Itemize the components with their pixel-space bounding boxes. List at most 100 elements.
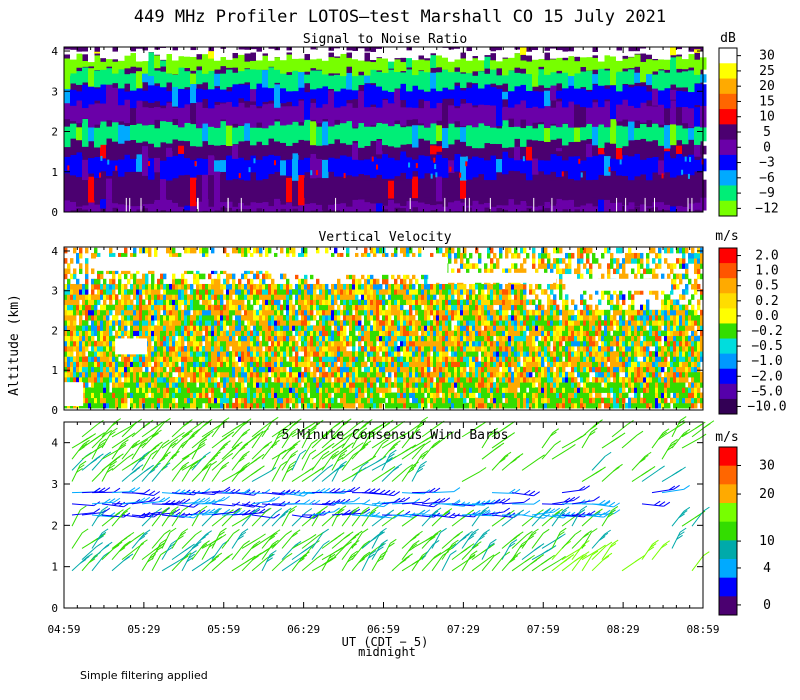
vv-cell: [160, 299, 164, 306]
vv-cell: [448, 356, 452, 362]
vv-cell: [232, 366, 236, 373]
vv-cell: [280, 289, 284, 295]
vv-cell: [85, 335, 89, 342]
vv-cell: [457, 387, 461, 393]
snr-cell: [118, 88, 125, 106]
snr-cell: [472, 75, 479, 84]
vv-cell: [403, 371, 407, 378]
vv-cell: [403, 392, 407, 399]
snr-cell: [340, 148, 347, 156]
vv-cell: [433, 283, 437, 290]
snr-cell: [688, 82, 695, 109]
vv-cell: [310, 299, 314, 306]
vv-cell: [172, 382, 176, 388]
vv-cell: [391, 299, 395, 306]
vv-cell: [325, 377, 329, 383]
vv-cell: [400, 397, 404, 404]
vv-cell: [271, 309, 275, 316]
snr-cell: [166, 91, 173, 102]
vv-cell: [64, 294, 68, 300]
vv-cell: [196, 320, 200, 326]
vv-cell: [463, 325, 467, 331]
vv-cell: [112, 382, 116, 388]
vv-cell: [478, 371, 482, 378]
vv-cell: [334, 361, 338, 368]
snr-cell: [340, 179, 347, 201]
vv-cell: [190, 402, 194, 409]
snr-cell: [232, 127, 239, 145]
vv-cell: [64, 351, 68, 357]
snr-cell: [688, 177, 695, 204]
vv-cell: [355, 335, 359, 342]
vv-cell: [277, 320, 281, 326]
vv-cell: [67, 325, 71, 331]
snr-cell: [106, 178, 113, 200]
vv-cell: [436, 309, 440, 316]
vv-cell: [130, 289, 134, 295]
vv-cell: [205, 382, 209, 388]
vv-cell: [124, 377, 128, 383]
vv-cell: [442, 304, 446, 311]
vv-cell: [295, 382, 299, 388]
vv-cell: [472, 335, 476, 342]
vv-cell: [382, 382, 386, 388]
vv-cell: [133, 387, 137, 393]
vv-cell: [211, 392, 215, 399]
vv-cell: [253, 273, 257, 280]
snr-cell: [682, 106, 689, 124]
vv-cell: [472, 325, 476, 331]
vv-cell: [496, 335, 500, 342]
vv-cell: [193, 366, 197, 373]
vv-cell: [295, 320, 299, 326]
vv-cell: [157, 382, 161, 388]
snr-cell: [64, 49, 71, 55]
vv-cell: [454, 356, 458, 362]
vv-cell: [127, 304, 131, 311]
vv-cell: [295, 314, 299, 321]
snr-cell: [550, 180, 557, 204]
vv-cell: [136, 268, 140, 275]
vv-cell: [346, 294, 350, 300]
vv-cell: [358, 377, 362, 383]
vv-cell: [196, 304, 200, 311]
vv-cell: [238, 402, 242, 409]
vv-cell: [256, 320, 260, 326]
vv-cell: [328, 299, 332, 306]
vv-cell: [475, 325, 479, 331]
vv-cell: [178, 283, 182, 290]
vv-cell: [142, 309, 146, 316]
vv-cell: [205, 309, 209, 316]
vv-cell: [442, 345, 446, 352]
vv-cell: [472, 397, 476, 404]
snr-cell: [226, 153, 233, 181]
vv-cell: [274, 294, 278, 300]
vv-cell: [457, 335, 461, 342]
vv-cell: [247, 309, 251, 316]
vv-cell: [112, 252, 116, 259]
snr-cell: [172, 56, 179, 75]
vv-cell: [478, 304, 482, 311]
snr-cell: [418, 199, 425, 212]
vv-cell: [280, 356, 284, 362]
vv-cell: [463, 309, 467, 316]
vv-cell: [289, 392, 293, 399]
snr-cell: [562, 51, 569, 58]
vv-cell: [199, 402, 203, 409]
vv-cell: [184, 392, 188, 399]
snr-cell: [568, 139, 575, 154]
vv-cell: [283, 325, 287, 331]
vv-cell: [283, 377, 287, 383]
vv-cell: [97, 299, 101, 306]
snr-cell: [154, 148, 161, 152]
snr-cell: [298, 125, 305, 140]
snr-cell: [442, 157, 449, 178]
vv-cell: [454, 325, 458, 331]
vv-cell: [178, 371, 182, 378]
vv-cell: [460, 345, 464, 352]
vv-cell: [475, 320, 479, 326]
vv-cell: [241, 361, 245, 368]
snr-cell: [682, 156, 689, 175]
vv-cell: [355, 283, 359, 290]
snr-cell: [118, 124, 125, 144]
vv-cell: [412, 366, 416, 373]
